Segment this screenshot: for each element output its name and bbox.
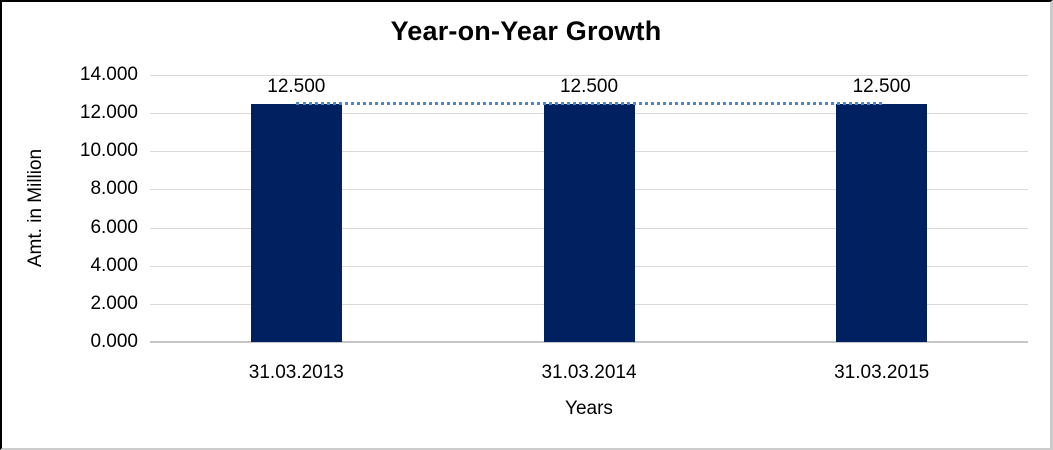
data-label: 12.500 bbox=[267, 75, 326, 97]
x-category-label: 31.03.2013 bbox=[248, 362, 344, 383]
data-label: 12.500 bbox=[852, 75, 911, 97]
bar bbox=[250, 103, 342, 342]
data-label: 12.500 bbox=[559, 75, 619, 97]
y-axis-title: Amt. in Million bbox=[25, 148, 46, 268]
y-tick-label: 8.000 bbox=[90, 178, 138, 200]
y-tick-label: 14.000 bbox=[79, 64, 138, 85]
y-gridline bbox=[150, 75, 1028, 76]
bar bbox=[543, 103, 635, 342]
y-tick-label: 10.000 bbox=[79, 140, 138, 162]
y-tick-label: 0.000 bbox=[90, 331, 138, 352]
y-tick-label: 12.000 bbox=[79, 102, 138, 124]
x-category-label: 31.03.2014 bbox=[541, 362, 637, 383]
trend-line bbox=[296, 101, 882, 105]
chart-title: Year-on-Year Growth bbox=[390, 16, 662, 46]
bar bbox=[836, 103, 928, 342]
y-tick-label: 6.000 bbox=[90, 216, 138, 238]
x-axis-line bbox=[150, 341, 1028, 343]
x-category-label: 31.03.2015 bbox=[834, 362, 930, 383]
x-axis-title: Years bbox=[565, 398, 613, 419]
y-tick-label: 2.000 bbox=[90, 292, 138, 314]
y-tick-label: 4.000 bbox=[90, 254, 138, 276]
